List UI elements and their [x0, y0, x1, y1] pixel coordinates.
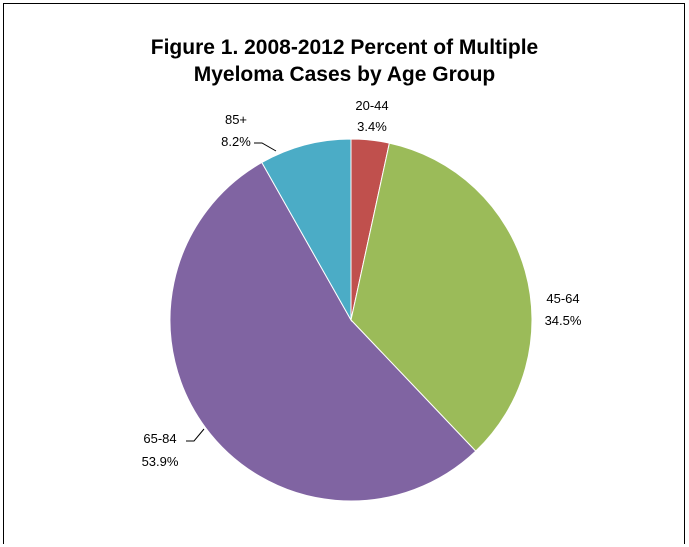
slice-label-85plus-category: 85+	[225, 112, 247, 127]
chart-title-line-1: Figure 1. 2008-2012 Percent of Multiple	[150, 36, 539, 59]
slice-label-65-84-value: 53.9%	[142, 454, 179, 469]
slice-label-45-64-category: 45-64	[546, 291, 579, 306]
slice-label-20-44-value: 3.4%	[357, 119, 387, 134]
pie-slice-65-84	[169, 161, 477, 502]
pie-slice-85plus	[261, 138, 352, 322]
leader-line-85plus	[254, 142, 277, 152]
slice-label-85plus-value: 8.2%	[221, 134, 251, 149]
pie-slice-45-64	[350, 142, 533, 452]
chart-title: Figure 1. 2008-2012 Percent of Multiple …	[0, 34, 689, 88]
slice-label-20-44-category: 20-44	[355, 98, 388, 113]
leader-lines	[186, 142, 277, 442]
pie-slices	[169, 138, 533, 502]
slice-label-65-84-category: 65-84	[143, 431, 176, 446]
slice-label-45-64-value: 34.5%	[545, 313, 582, 328]
leader-line-65-84	[186, 428, 205, 442]
chart-title-line-2: Myeloma Cases by Age Group	[193, 63, 496, 86]
